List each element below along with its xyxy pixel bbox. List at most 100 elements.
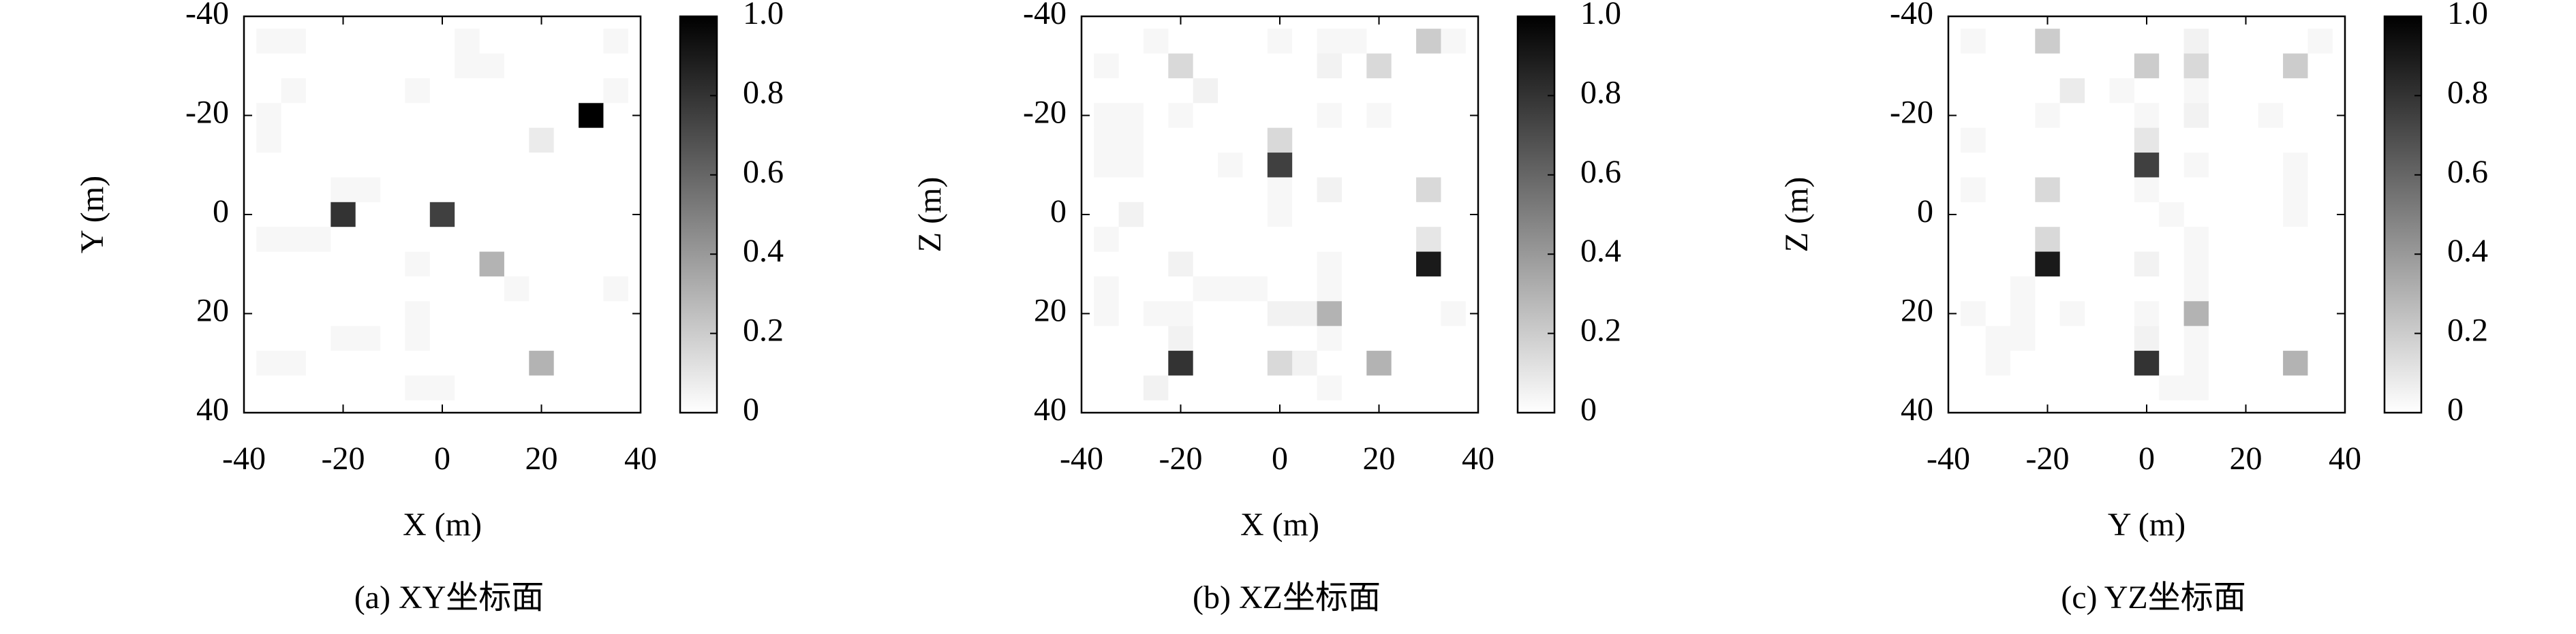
cell <box>1416 78 1441 104</box>
cell <box>1094 301 1120 327</box>
cell <box>1317 375 1343 401</box>
cell <box>1391 301 1417 327</box>
cell <box>2208 301 2234 327</box>
cell <box>2183 127 2209 153</box>
cell <box>553 153 579 178</box>
cell <box>603 78 629 104</box>
cell <box>305 400 331 413</box>
cell <box>1094 103 1120 129</box>
cell <box>305 29 331 54</box>
cell <box>1168 227 1194 253</box>
cell <box>429 29 455 54</box>
cell <box>380 400 405 413</box>
cell <box>2109 301 2135 327</box>
cell <box>2085 251 2110 277</box>
cell <box>504 202 530 227</box>
cell <box>479 103 505 129</box>
colorbar-tick-label: 0.8 <box>1580 74 1621 110</box>
cell <box>553 276 579 302</box>
cell <box>1341 301 1367 327</box>
y-axis-label: Z (m) <box>912 177 948 253</box>
cell <box>2208 153 2234 178</box>
cell <box>1118 78 1144 104</box>
cell <box>1118 351 1144 376</box>
cell <box>429 375 455 401</box>
cell <box>603 202 629 227</box>
cell <box>2159 202 2185 227</box>
cell <box>1118 127 1144 153</box>
cell <box>579 16 604 29</box>
cell <box>2233 127 2259 153</box>
cell <box>2109 227 2135 253</box>
cell <box>2283 276 2308 302</box>
colorbar-tick-label: 1.0 <box>1580 0 1621 31</box>
cell <box>1267 276 1293 302</box>
cell <box>1168 53 1194 79</box>
cell <box>2085 301 2110 327</box>
cell <box>1985 326 2011 351</box>
cell <box>305 103 331 129</box>
cell <box>1465 53 1478 79</box>
cell <box>2258 375 2284 401</box>
cell <box>2208 351 2234 376</box>
cell <box>281 29 307 54</box>
cell <box>2332 326 2345 351</box>
cell <box>2134 78 2160 104</box>
cell <box>579 177 604 203</box>
cell <box>1168 301 1194 327</box>
cell <box>2233 301 2259 327</box>
cell <box>1391 103 1417 129</box>
cell <box>2283 53 2308 79</box>
cell <box>579 301 604 327</box>
cell <box>2183 227 2209 253</box>
cell <box>603 103 629 129</box>
cell <box>1465 251 1478 277</box>
y-tick-label: 0 <box>213 193 229 229</box>
cell <box>2283 375 2308 401</box>
cell <box>1985 103 2011 129</box>
cell <box>603 251 629 277</box>
cell <box>1267 53 1293 79</box>
cell <box>2159 103 2185 129</box>
cell <box>2134 251 2160 277</box>
cell <box>2085 78 2110 104</box>
cell <box>1094 251 1120 277</box>
cell <box>1193 153 1218 178</box>
cell <box>2258 251 2284 277</box>
cell <box>405 202 431 227</box>
cell <box>1441 177 1467 203</box>
cell <box>1143 177 1169 203</box>
cell <box>579 53 604 79</box>
cell <box>2010 78 2036 104</box>
cell <box>455 227 480 253</box>
cell <box>2035 276 2061 302</box>
cell <box>2010 202 2036 227</box>
cell <box>2208 16 2234 29</box>
colorbar-tick-label: 0.2 <box>743 313 784 349</box>
cell <box>1094 227 1120 253</box>
cell <box>455 127 480 153</box>
cell <box>504 276 530 302</box>
cell <box>1118 177 1144 203</box>
cell <box>2109 103 2135 129</box>
cell <box>1118 16 1144 29</box>
cell <box>281 400 307 413</box>
cell <box>2159 326 2185 351</box>
cell <box>1118 29 1144 54</box>
cell <box>1465 127 1478 153</box>
x-tick-label: -40 <box>1060 441 1103 477</box>
cell <box>553 16 579 29</box>
cell <box>1118 251 1144 277</box>
cell <box>2332 227 2345 253</box>
cell <box>2159 400 2185 413</box>
cell <box>1292 326 1318 351</box>
cell <box>2208 29 2234 54</box>
cell <box>628 127 641 153</box>
cell <box>281 16 307 29</box>
cell <box>2208 326 2234 351</box>
cell <box>1218 29 1243 54</box>
y-axis-label: Y (m) <box>74 176 110 253</box>
cell <box>1082 251 1094 277</box>
cell <box>1961 29 1987 54</box>
cell <box>405 301 431 327</box>
